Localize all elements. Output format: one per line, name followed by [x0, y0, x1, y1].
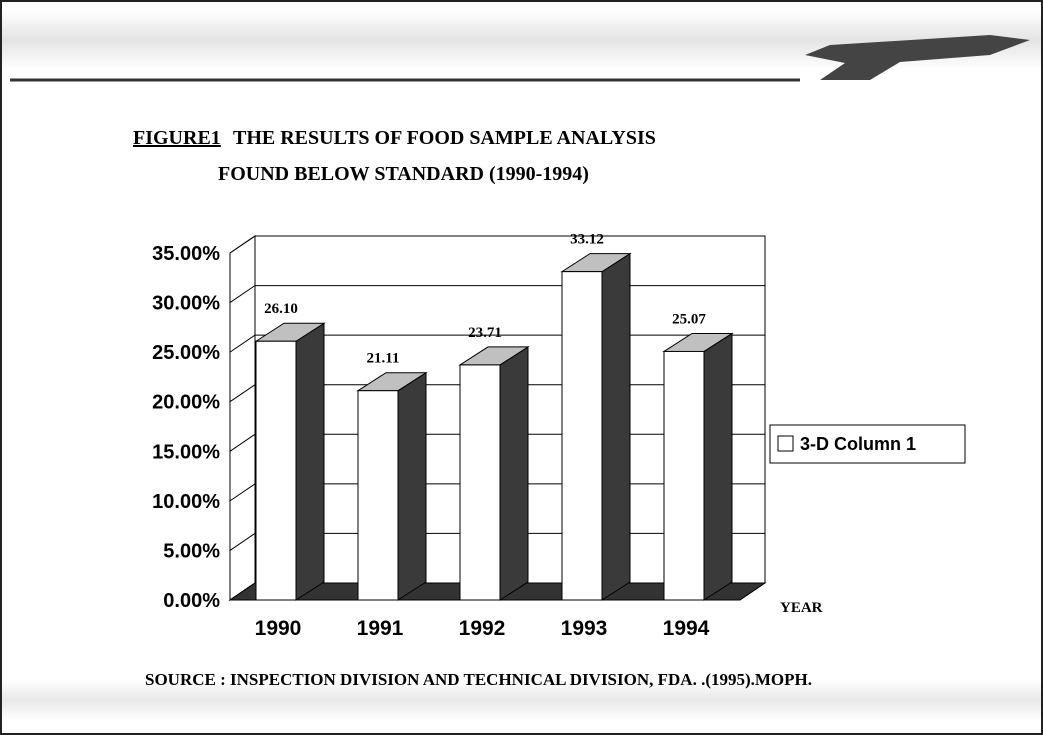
y-tick-label: 25.00% — [152, 342, 220, 364]
plane-icon — [805, 35, 1030, 80]
y-tick-label: 5.00% — [163, 540, 220, 562]
value-label: 33.12 — [570, 232, 604, 248]
bar-side — [703, 332, 733, 601]
value-label: 23.71 — [468, 325, 502, 341]
footer-band — [2, 680, 1041, 720]
y-tick-label: 35.00% — [152, 243, 220, 265]
grid-line — [229, 235, 765, 254]
x-tick-label: 1990 — [255, 617, 302, 640]
side-wall — [229, 235, 256, 601]
x-tick-label: 1991 — [357, 617, 404, 640]
legend-box — [769, 424, 966, 464]
x-tick-label: 1993 — [561, 617, 608, 640]
bar — [357, 390, 399, 601]
chart-title: THE RESULTS OF FOOD SAMPLE ANALYSIS — [233, 127, 656, 149]
y-tick-label: 30.00% — [152, 293, 220, 315]
y-tick-label: 10.00% — [152, 491, 220, 513]
value-label: 26.10 — [264, 301, 298, 317]
value-label: 21.11 — [367, 351, 400, 367]
bar-side — [499, 346, 529, 601]
bar-side — [601, 252, 631, 601]
y-tick-label: 15.00% — [152, 441, 220, 463]
bar — [663, 350, 705, 601]
legend-swatch — [777, 435, 794, 452]
bar — [255, 340, 297, 601]
source-note: SOURCE : INSPECTION DIVISION AND TECHNIC… — [145, 670, 812, 689]
y-tick-label: 0.00% — [163, 590, 220, 612]
x-tick-label: 1994 — [663, 617, 710, 640]
y-tick-label: 20.00% — [152, 392, 220, 414]
figure-label: FIGURE1 — [133, 127, 221, 149]
bar-side — [295, 322, 325, 601]
bar — [561, 271, 603, 601]
chart-subtitle: FOUND BELOW STANDARD (1990-1994) — [218, 163, 589, 185]
x-tick-label: 1992 — [459, 617, 506, 640]
legend-entry: 3-D Column 1 — [800, 434, 916, 454]
bar-side — [397, 371, 427, 601]
bar — [459, 364, 501, 601]
x-axis-label: YEAR — [780, 600, 823, 616]
value-label: 25.07 — [672, 311, 706, 327]
